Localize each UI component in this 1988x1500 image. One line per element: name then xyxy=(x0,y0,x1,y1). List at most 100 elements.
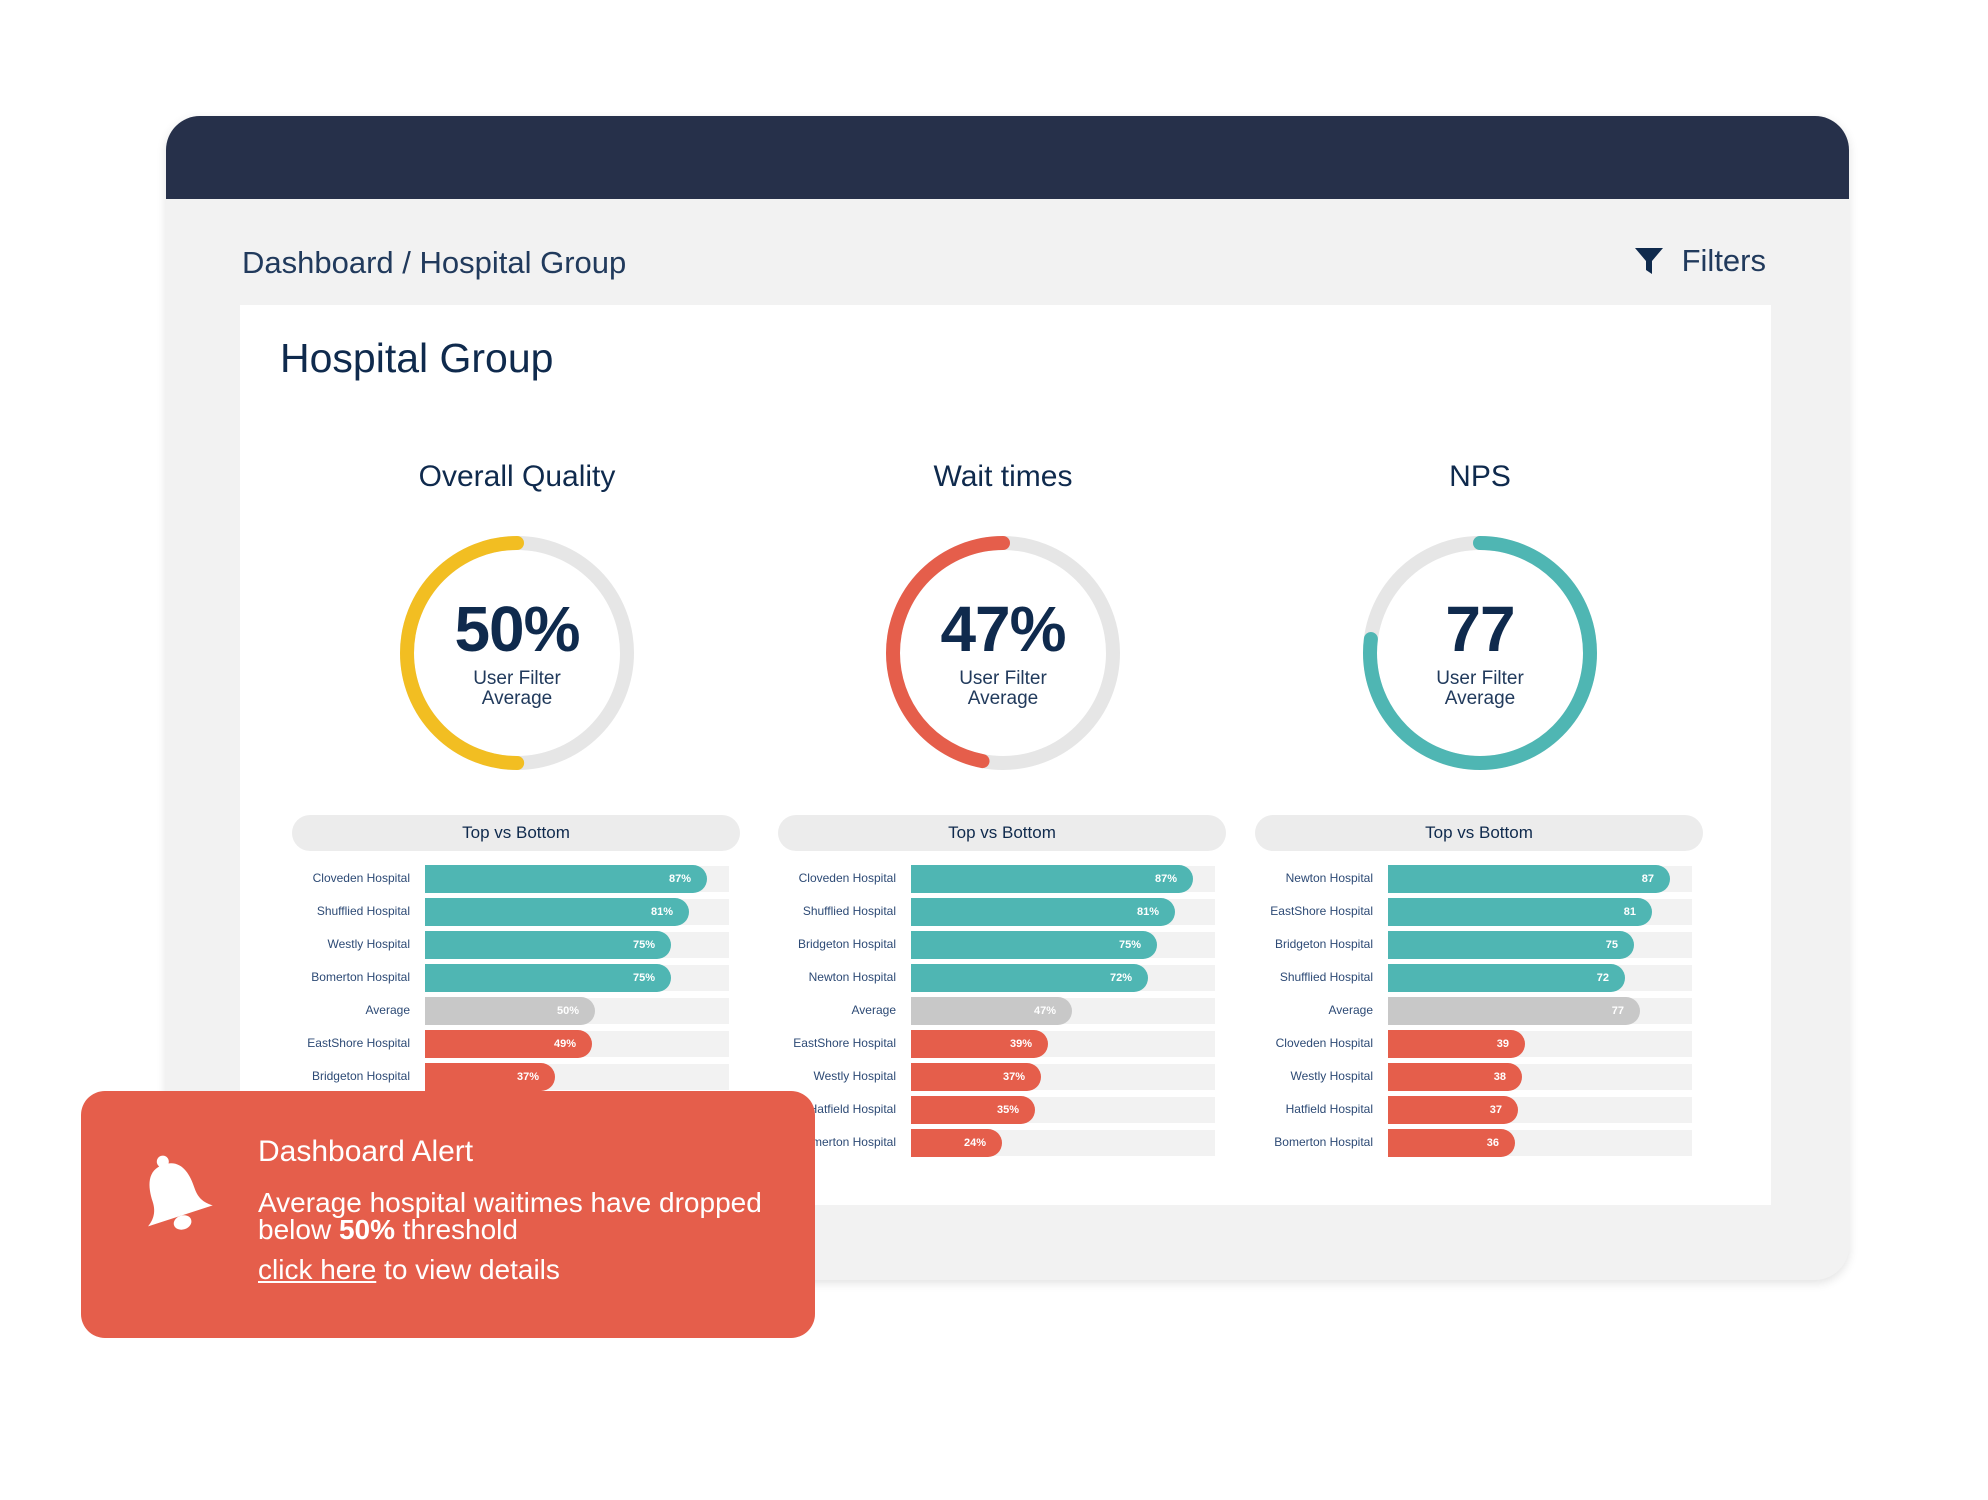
list-item[interactable]: Average 50% xyxy=(292,995,740,1028)
score-bar xyxy=(1388,997,1640,1025)
hospital-name: Newton Hospital xyxy=(808,970,896,984)
hospital-name: Westly Hospital xyxy=(813,1069,896,1083)
list-item[interactable]: Bomerton Hospital 36 xyxy=(1255,1127,1703,1160)
filters-button[interactable]: Filters xyxy=(1634,243,1766,279)
score-label: 75% xyxy=(632,972,655,984)
list-item[interactable]: Shufflied Hospital 72 xyxy=(1255,962,1703,995)
hospital-name: Cloveden Hospital xyxy=(1275,1036,1373,1050)
hospital-name: Cloveden Hospital xyxy=(312,871,410,885)
list-item[interactable]: Shufflied Hospital 81% xyxy=(292,896,740,929)
gauge-arc xyxy=(400,536,634,770)
score-bar xyxy=(1388,964,1625,992)
score-bar xyxy=(425,1030,592,1058)
list-item[interactable]: Cloveden Hospital 39 xyxy=(1255,1028,1703,1061)
breadcrumb: Dashboard / Hospital Group xyxy=(242,245,626,281)
score-bar xyxy=(911,1030,1048,1058)
list-item[interactable]: Hatfield Hospital 35% xyxy=(778,1094,1226,1127)
hospital-name: Hatfield Hospital xyxy=(1285,1102,1373,1116)
hospital-name: Cloveden Hospital xyxy=(798,871,896,885)
score-bar xyxy=(911,997,1072,1025)
score-bar xyxy=(1388,865,1670,893)
list-item[interactable]: EastShore Hospital 81 xyxy=(1255,896,1703,929)
hospital-name: Bomerton Hospital xyxy=(311,970,410,984)
gauge-ring xyxy=(886,536,1120,770)
breadcrumb-root[interactable]: Dashboard xyxy=(242,245,394,280)
page-title: Hospital Group xyxy=(280,335,554,381)
list-item[interactable]: Average 47% xyxy=(778,995,1226,1028)
score-label: 49% xyxy=(553,1038,576,1050)
score-bar xyxy=(1388,931,1634,959)
top-vs-bottom-header: Top vs Bottom xyxy=(778,815,1226,851)
list-item[interactable]: EastShore Hospital 49% xyxy=(292,1028,740,1061)
gauge-value: 77 xyxy=(1445,593,1515,665)
top-vs-bottom-header: Top vs Bottom xyxy=(292,815,740,851)
donut-gauge: 50% User Filter Average xyxy=(392,528,642,778)
donut-gauge: 47% User Filter Average xyxy=(878,528,1128,778)
list-item[interactable]: Bridgeton Hospital 75 xyxy=(1255,929,1703,962)
click-here-link[interactable]: click here xyxy=(258,1254,377,1285)
list-item[interactable]: Westly Hospital 75% xyxy=(292,929,740,962)
score-bar xyxy=(425,865,707,893)
score-label: 75 xyxy=(1605,939,1618,951)
alert-message: Average hospital waitimes have dropped b… xyxy=(258,1187,788,1245)
funnel-icon xyxy=(1634,248,1663,274)
score-bar xyxy=(911,1063,1041,1091)
score-bar xyxy=(1388,1030,1525,1058)
list-item[interactable]: Bridgeton Hospital 75% xyxy=(778,929,1226,962)
score-label: 81% xyxy=(1136,906,1159,918)
score-label: 35% xyxy=(996,1104,1019,1116)
list-item[interactable]: Cloveden Hospital 87% xyxy=(292,863,740,896)
hospital-name: Westly Hospital xyxy=(327,937,410,951)
alert-link-line: click here to view details xyxy=(258,1254,560,1286)
metric-title: Overall Quality xyxy=(418,460,616,493)
gauge-subtitle: User Filter Average xyxy=(928,669,1078,709)
score-label: 72% xyxy=(1109,972,1132,984)
list-item[interactable]: Average 77 xyxy=(1255,995,1703,1028)
dashboard-alert[interactable]: Dashboard Alert Average hospital waitime… xyxy=(81,1091,815,1338)
donut-gauge: 77 User Filter Average xyxy=(1355,528,1605,778)
hospital-name: Shufflied Hospital xyxy=(802,904,896,918)
hospital-group-panel: Hospital Group Overall Quality 50% User … xyxy=(240,305,1771,1205)
alert-message-text: Average hospital waitimes have dropped b… xyxy=(258,1187,762,1245)
gauge-ring xyxy=(1363,536,1597,770)
score-label: 81% xyxy=(650,906,673,918)
list-item[interactable]: Westly Hospital 37% xyxy=(778,1061,1226,1094)
gauge-ring xyxy=(400,536,634,770)
score-label: 37 xyxy=(1489,1104,1502,1116)
list-item[interactable]: Cloveden Hospital 87% xyxy=(778,863,1226,896)
metric-title: Wait times xyxy=(933,460,1073,493)
list-item[interactable]: Newton Hospital 72% xyxy=(778,962,1226,995)
list-item[interactable]: Bomerton Hospital 75% xyxy=(292,962,740,995)
score-label: 36 xyxy=(1486,1137,1499,1149)
hospital-name: Hatfield Hospital xyxy=(808,1102,896,1116)
hospital-name: EastShore Hospital xyxy=(793,1036,896,1050)
score-bar xyxy=(911,898,1175,926)
list-item[interactable]: Westly Hospital 38 xyxy=(1255,1061,1703,1094)
list-item[interactable]: EastShore Hospital 39% xyxy=(778,1028,1226,1061)
score-label: 75% xyxy=(632,939,655,951)
gauge-subtitle-line1: User Filter xyxy=(473,668,561,689)
alert-title: Dashboard Alert xyxy=(258,1135,474,1168)
score-label: 39% xyxy=(1009,1038,1032,1050)
score-bar xyxy=(911,964,1148,992)
metric-title: NPS xyxy=(1449,460,1511,493)
list-item[interactable]: Bomerton Hospital 24% xyxy=(778,1127,1226,1160)
score-label: 87% xyxy=(668,873,691,885)
gauge-subtitle-line2: Average xyxy=(967,688,1039,709)
gauge-value: 50% xyxy=(454,593,580,665)
alert-message-suffix: threshold xyxy=(394,1214,518,1245)
hospital-name: Average xyxy=(365,1003,410,1017)
hospital-name: Bridgeton Hospital xyxy=(1274,937,1373,951)
hospital-name: Newton Hospital xyxy=(1285,871,1373,885)
dashboard-window: Dashboard / Hospital Group Filters Hospi… xyxy=(166,116,1849,1280)
list-item[interactable]: Bridgeton Hospital 37% xyxy=(292,1061,740,1094)
score-label: 50% xyxy=(556,1005,579,1017)
score-label: 47% xyxy=(1033,1005,1056,1017)
list-item[interactable]: Hatfield Hospital 37 xyxy=(1255,1094,1703,1127)
list-item[interactable]: Newton Hospital 87 xyxy=(1255,863,1703,896)
gauge-subtitle-line1: User Filter xyxy=(959,668,1047,689)
list-item[interactable]: Shufflied Hospital 81% xyxy=(778,896,1226,929)
score-bar xyxy=(911,1096,1035,1124)
alert-link-suffix: to view details xyxy=(376,1254,560,1285)
score-label: 81 xyxy=(1623,906,1636,918)
